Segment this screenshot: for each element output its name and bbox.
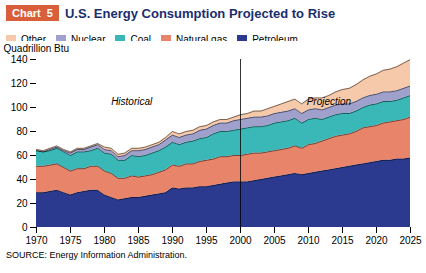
svg-text:140: 140 bbox=[11, 54, 28, 65]
svg-text:2010: 2010 bbox=[297, 235, 320, 246]
svg-text:60: 60 bbox=[16, 150, 28, 161]
svg-text:1995: 1995 bbox=[195, 235, 218, 246]
html-text:Chart 5: Chart 5 bbox=[12, 7, 53, 19]
svg-text:2020: 2020 bbox=[365, 235, 388, 246]
svg-text:Projection: Projection bbox=[307, 96, 352, 107]
svg-text:Quadrillion Btu: Quadrillion Btu bbox=[4, 43, 70, 54]
svg-text:80: 80 bbox=[16, 126, 28, 137]
svg-text:2005: 2005 bbox=[263, 235, 286, 246]
svg-text:120: 120 bbox=[11, 78, 28, 89]
html-text:U.S. Energy Consumption Projec: U.S. Energy Consumption Projected to Ris… bbox=[65, 5, 336, 21]
svg-text:2015: 2015 bbox=[331, 235, 354, 246]
svg-text:100: 100 bbox=[11, 102, 28, 113]
svg-text:1985: 1985 bbox=[127, 235, 150, 246]
svg-text:2000: 2000 bbox=[229, 235, 252, 246]
html-text:SOURCE: Energy Information Adm: SOURCE: Energy Information Administratio… bbox=[6, 250, 188, 260]
svg-text:1980: 1980 bbox=[93, 235, 116, 246]
svg-text:20: 20 bbox=[16, 198, 28, 209]
svg-text:1970: 1970 bbox=[25, 235, 48, 246]
svg-text:1990: 1990 bbox=[161, 235, 184, 246]
svg-text:0: 0 bbox=[22, 222, 28, 233]
svg-text:2025: 2025 bbox=[399, 235, 422, 246]
svg-text:Historical: Historical bbox=[111, 96, 153, 107]
svg-text:1975: 1975 bbox=[59, 235, 82, 246]
svg-text:40: 40 bbox=[16, 174, 28, 185]
